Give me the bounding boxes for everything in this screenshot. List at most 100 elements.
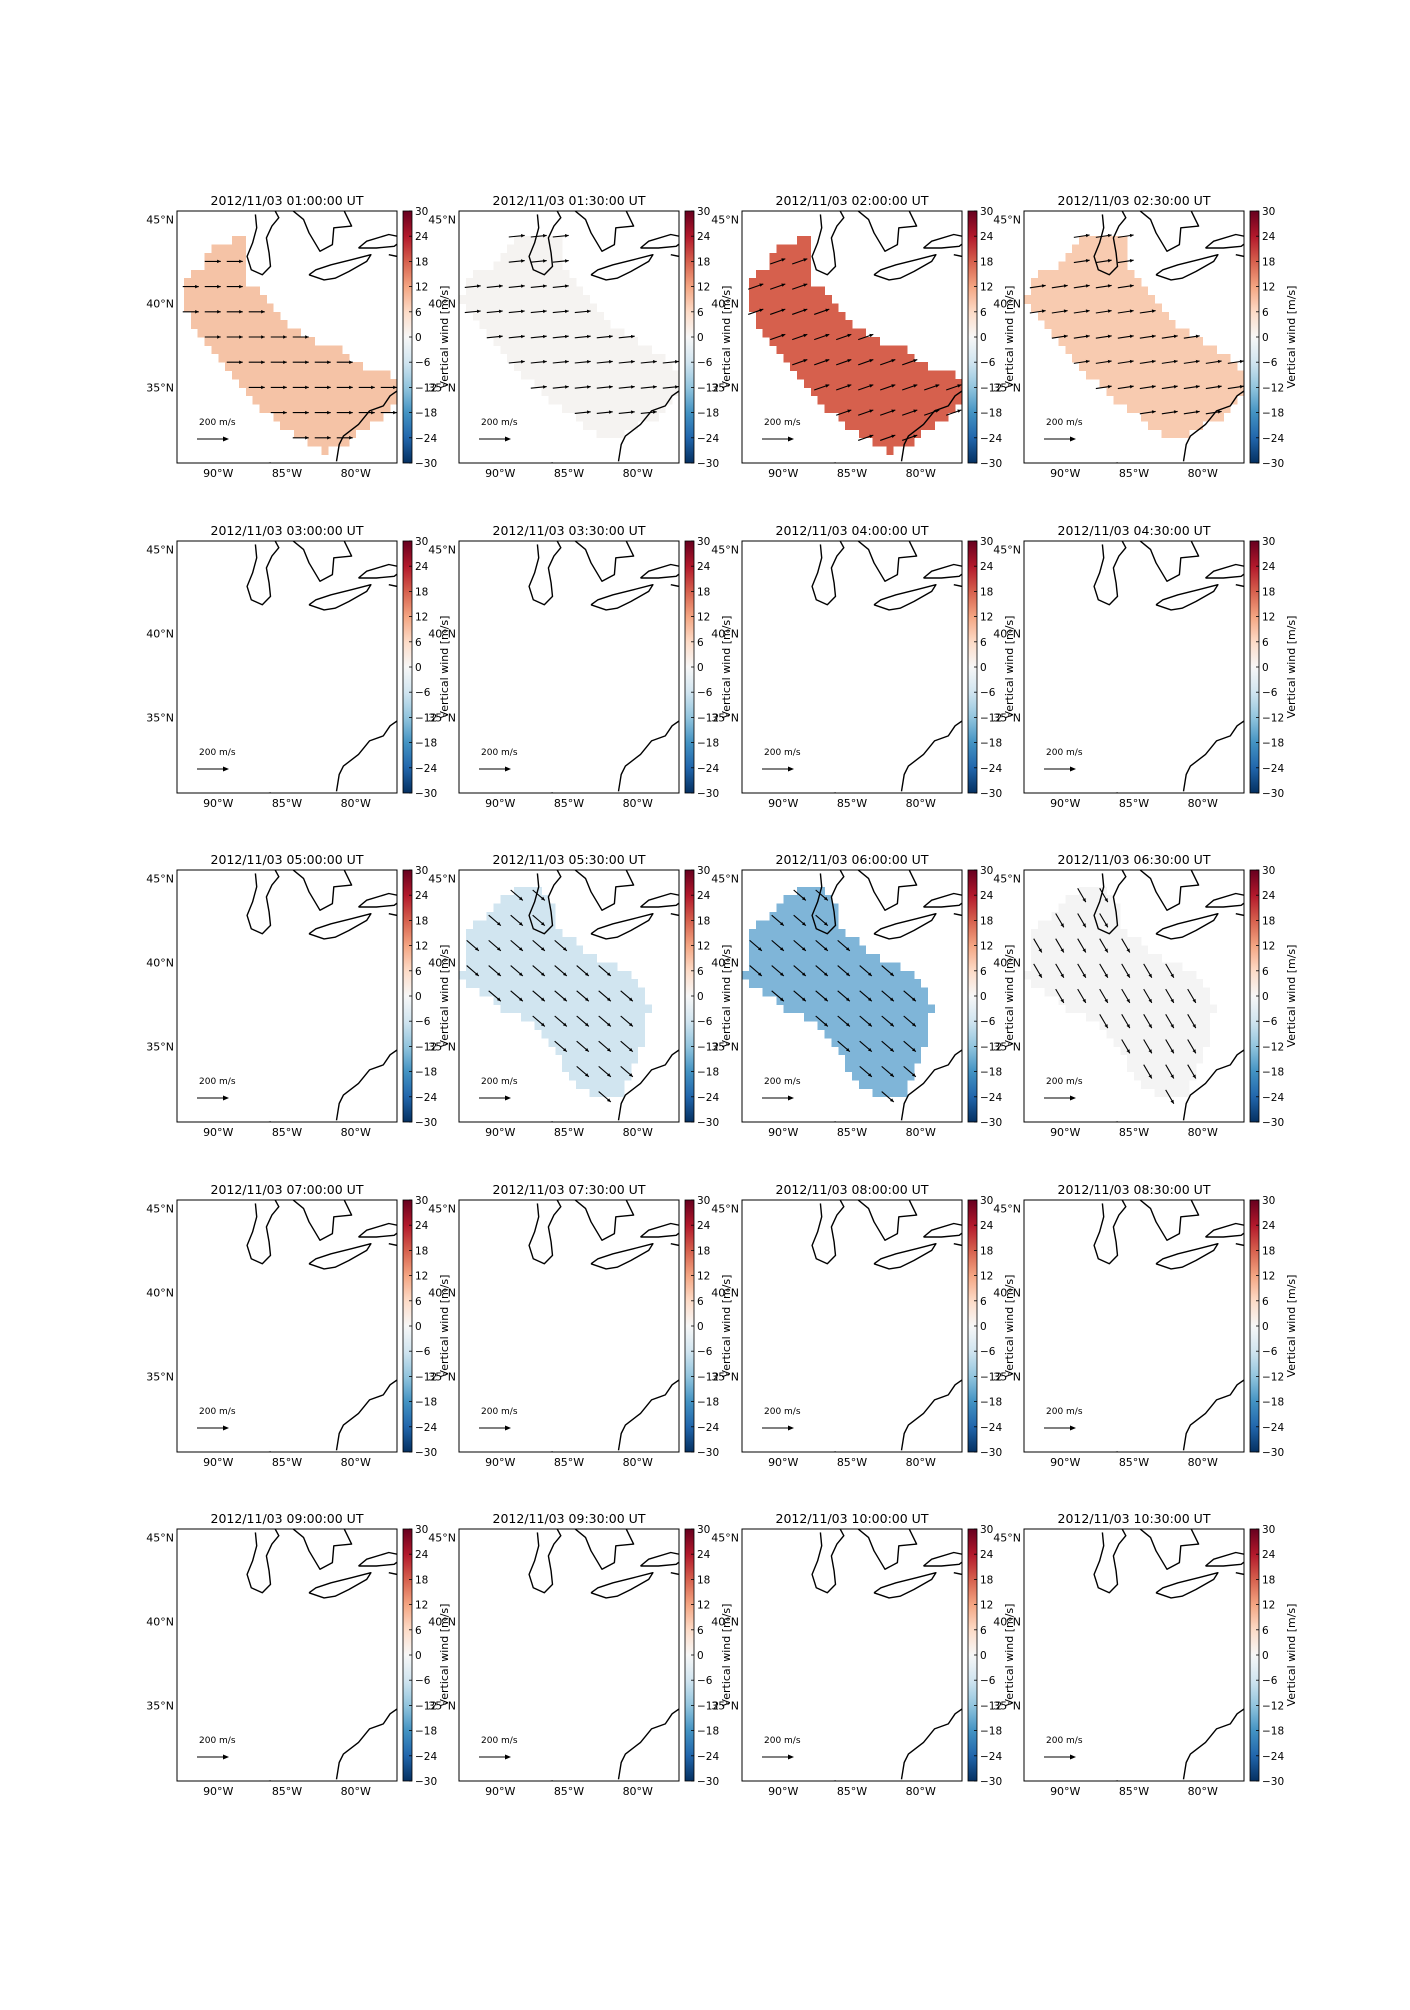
wind-arrowhead	[1192, 998, 1196, 1003]
wind-arrowhead	[913, 434, 918, 438]
coastline	[857, 541, 918, 582]
wind-arrowhead	[1085, 334, 1090, 339]
coastline	[953, 1572, 962, 1576]
wind-arrowhead	[1148, 1024, 1152, 1029]
lon-tick-label: 90°W	[485, 467, 515, 480]
quiver-key-arrowhead	[1070, 1425, 1076, 1431]
coastline	[335, 1379, 397, 1451]
wind-arrowhead	[1107, 334, 1112, 339]
wind-arrowhead	[586, 410, 591, 414]
coastline	[358, 563, 397, 579]
wind-arrowhead	[239, 259, 243, 264]
colorbar-tick-label: −18	[697, 1726, 719, 1738]
colorbar-tick-label: −30	[697, 458, 719, 470]
quiver-key-arrowhead	[505, 766, 511, 772]
coastline	[388, 1243, 397, 1247]
colorbar-label: Vertical wind [m/s]	[438, 286, 451, 389]
lon-tick-label: 85°W	[1119, 797, 1149, 810]
colorbar-tick-label: −6	[980, 1016, 996, 1028]
colorbar-label: Vertical wind [m/s]	[720, 945, 733, 1048]
wind-arrowhead	[801, 921, 806, 926]
wind-arrowhead	[630, 360, 635, 364]
colorbar-tick-label: 0	[415, 662, 422, 674]
quiver-key: 200 m/s	[1044, 418, 1083, 442]
wind-arrowhead	[1085, 233, 1090, 238]
panel-title: 2012/11/03 10:00:00 UT	[776, 1511, 929, 1526]
colorbar-tick-label: −6	[415, 1346, 431, 1358]
wind-arrowhead	[889, 1047, 894, 1052]
wind-arrowhead	[520, 284, 525, 288]
coastline	[590, 1572, 654, 1599]
lon-tick-label: 85°W	[272, 1126, 302, 1139]
lon-tick-label: 85°W	[554, 1126, 584, 1139]
wind-arrowhead	[195, 310, 199, 314]
wind-arrowhead	[1107, 233, 1112, 238]
wind-arrowhead	[628, 1047, 633, 1052]
colorbar: 30 24 18 12 6 0 −6 −12 −18 −24 −30 Vertical wind [m…	[684, 206, 733, 470]
map-frame	[1023, 869, 1245, 1123]
wind-arrowhead	[542, 259, 547, 263]
colorbar-tick-label: 12	[980, 941, 993, 953]
colorbar: 30 24 18 12 6 0 −6 −12 −18 −24 −30 Vertical wind [m…	[967, 1195, 1016, 1459]
coastline	[388, 254, 397, 258]
lon-tick-label: 90°W	[203, 1456, 233, 1469]
colorbar-tick-label: −12	[1262, 382, 1284, 394]
coastline	[1182, 720, 1244, 792]
coastline	[811, 1529, 845, 1594]
colorbar: 30 24 18 12 6 0 −6 −12 −18 −24 −30 Vertical wind [m…	[684, 536, 733, 800]
colorbar-label: Vertical wind [m/s]	[1003, 616, 1016, 719]
colorbar-tick-label: 24	[697, 890, 711, 902]
colorbar-tick-label: −12	[1262, 712, 1284, 724]
wind-arrowhead	[1129, 284, 1134, 288]
colorbar-tick-label: 18	[980, 256, 993, 268]
wind-arrowhead	[1104, 923, 1108, 928]
quiver-key-arrowhead	[505, 1754, 511, 1760]
quiver-key: 200 m/s	[197, 748, 236, 772]
wind-arrowhead	[349, 360, 353, 364]
coastline	[1139, 870, 1200, 911]
lon-tick-label: 80°W	[1188, 1126, 1218, 1139]
lon-tick-label: 85°W	[554, 1456, 584, 1469]
colorbar-tick-label: −30	[980, 1447, 1002, 1459]
colorbar-tick-label: 24	[1262, 1549, 1276, 1561]
wind-arrowhead	[869, 384, 874, 388]
wind-arrowhead	[1173, 385, 1178, 389]
colorbar-tick-label: −6	[415, 1675, 431, 1687]
wind-arrowhead	[606, 1047, 611, 1052]
colorbar-tick-label: 24	[1262, 1220, 1276, 1232]
map-background	[742, 541, 962, 793]
colorbar-label: Vertical wind [m/s]	[720, 1275, 733, 1378]
wind-arrowhead	[1173, 334, 1178, 339]
map-frame	[458, 869, 680, 1123]
colorbar-tick-label: 0	[980, 991, 987, 1003]
coastline	[617, 720, 679, 792]
colorbar-tick-label: 18	[980, 1245, 993, 1257]
colorbar-tick-label: −18	[1262, 1726, 1284, 1738]
quiver-key-label: 200 m/s	[199, 418, 236, 428]
quiver-key: 200 m/s	[479, 1407, 518, 1431]
quiver-key-label: 200 m/s	[764, 1077, 801, 1087]
colorbar-tick-label: 18	[980, 1574, 993, 1586]
wind-arrowhead	[1192, 1049, 1196, 1054]
lat-tick-label: 45°N	[428, 213, 456, 226]
map-background	[742, 1529, 962, 1781]
wind-arrowhead	[1239, 359, 1244, 364]
colorbar-tick-label: −30	[697, 788, 719, 800]
map-panel: 2012/11/03 02:00:00 UT 200 m/s 45°N 40°N 35°…	[711, 193, 1016, 480]
map-background	[177, 1200, 397, 1452]
wind-arrowhead	[1085, 309, 1090, 313]
colorbar-tick-label: −30	[697, 1447, 719, 1459]
colorbar-tick-label: −12	[697, 382, 719, 394]
wind-arrowhead	[1129, 233, 1134, 238]
wind-arrowhead	[913, 409, 918, 413]
quiver-key-label: 200 m/s	[764, 1736, 801, 1746]
colorbar-tick-label: 18	[1262, 586, 1275, 598]
quiver-key-arrowhead	[1070, 766, 1076, 772]
lat-tick-label: 45°N	[711, 872, 739, 885]
map-background	[1024, 1529, 1244, 1781]
panel-title: 2012/11/03 08:00:00 UT	[776, 1182, 929, 1197]
wind-arrowhead	[779, 947, 784, 951]
quiver-key-label: 200 m/s	[1046, 418, 1083, 428]
lat-tick-label: 45°N	[428, 1202, 456, 1215]
